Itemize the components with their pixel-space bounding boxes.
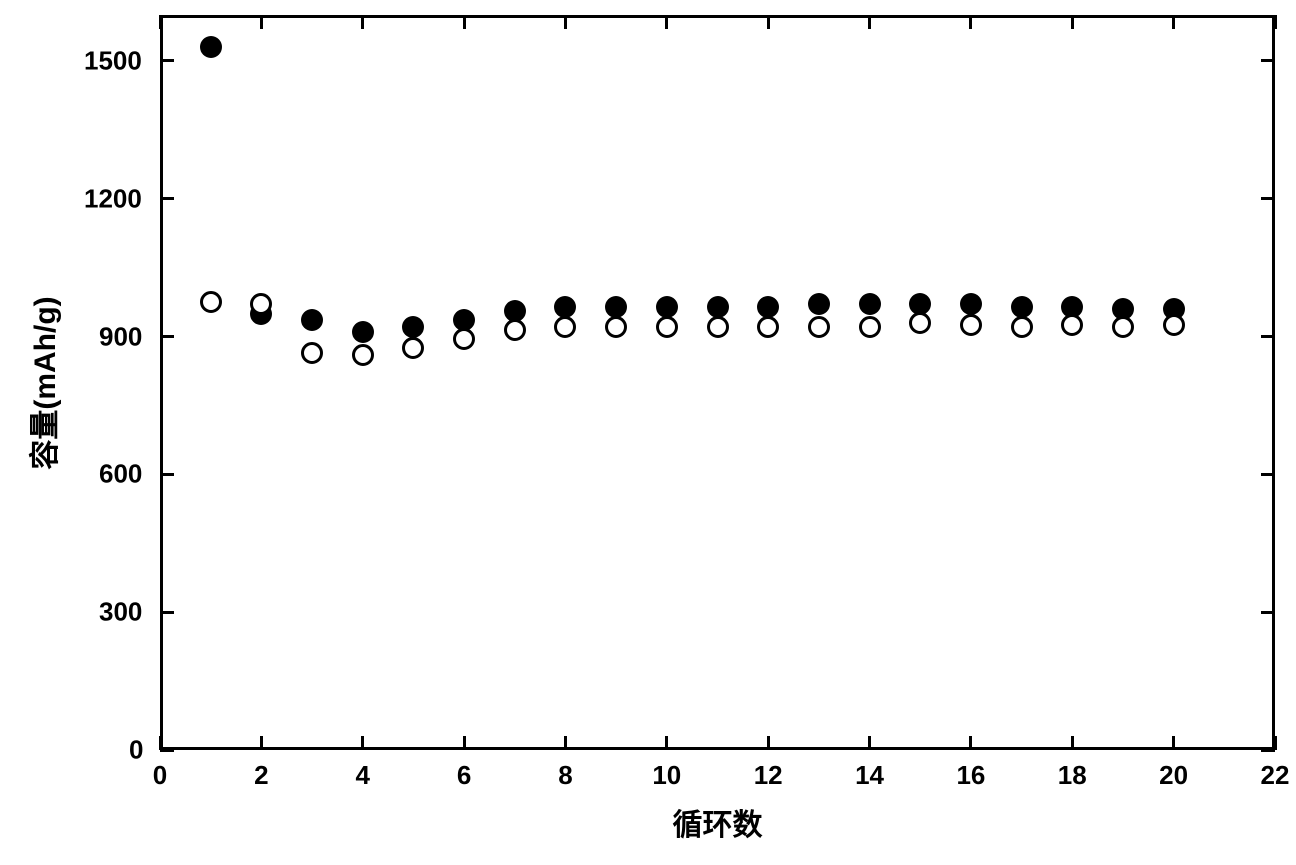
x-tick bbox=[969, 736, 972, 750]
data-point bbox=[1163, 314, 1185, 336]
x-tick bbox=[260, 15, 263, 29]
y-tick bbox=[160, 749, 174, 752]
capacity-cycle-chart: 0 2 4 6 8 10 12 14 16 18 20 22 0 300 600 900 1200 1500 循环… bbox=[0, 0, 1296, 865]
x-tick bbox=[463, 736, 466, 750]
data-point bbox=[859, 316, 881, 338]
y-tick bbox=[1261, 611, 1275, 614]
data-point bbox=[605, 296, 627, 318]
y-tick-label: 1500 bbox=[84, 45, 142, 76]
data-point bbox=[656, 316, 678, 338]
data-point bbox=[859, 293, 881, 315]
x-tick bbox=[969, 15, 972, 29]
y-tick bbox=[160, 59, 174, 62]
y-tick bbox=[1261, 59, 1275, 62]
x-tick-label: 0 bbox=[153, 760, 167, 791]
y-tick bbox=[1261, 335, 1275, 338]
x-tick-label: 4 bbox=[355, 760, 369, 791]
data-point bbox=[250, 293, 272, 315]
y-tick bbox=[160, 611, 174, 614]
data-point bbox=[1112, 316, 1134, 338]
x-tick bbox=[463, 15, 466, 29]
data-point bbox=[656, 296, 678, 318]
x-tick bbox=[1071, 736, 1074, 750]
data-point bbox=[352, 321, 374, 343]
x-tick-label: 12 bbox=[754, 760, 783, 791]
x-tick bbox=[564, 15, 567, 29]
data-point bbox=[554, 296, 576, 318]
x-tick bbox=[665, 15, 668, 29]
data-point bbox=[200, 291, 222, 313]
x-tick-label: 10 bbox=[652, 760, 681, 791]
data-point bbox=[402, 337, 424, 359]
x-tick bbox=[767, 736, 770, 750]
data-point bbox=[757, 316, 779, 338]
x-tick bbox=[564, 736, 567, 750]
x-tick bbox=[159, 15, 162, 29]
x-tick-label: 22 bbox=[1261, 760, 1290, 791]
data-point bbox=[1061, 314, 1083, 336]
x-tick bbox=[868, 15, 871, 29]
x-tick bbox=[1274, 15, 1277, 29]
y-tick-label: 300 bbox=[99, 597, 142, 628]
x-tick-label: 18 bbox=[1058, 760, 1087, 791]
x-tick-label: 20 bbox=[1159, 760, 1188, 791]
y-axis-label: 容量(mAh/g) bbox=[20, 296, 64, 469]
data-point bbox=[453, 328, 475, 350]
data-point bbox=[909, 312, 931, 334]
x-tick bbox=[260, 736, 263, 750]
x-tick bbox=[767, 15, 770, 29]
data-point bbox=[402, 316, 424, 338]
data-point bbox=[352, 344, 374, 366]
x-tick-label: 14 bbox=[855, 760, 884, 791]
data-point bbox=[960, 293, 982, 315]
x-tick-label: 2 bbox=[254, 760, 268, 791]
y-tick bbox=[1261, 473, 1275, 476]
data-point bbox=[808, 316, 830, 338]
x-tick bbox=[665, 736, 668, 750]
plot-area bbox=[160, 15, 1275, 750]
x-tick bbox=[361, 736, 364, 750]
y-tick-label: 0 bbox=[129, 735, 143, 766]
x-tick bbox=[868, 736, 871, 750]
x-tick bbox=[1172, 736, 1175, 750]
y-tick bbox=[1261, 197, 1275, 200]
data-point bbox=[504, 319, 526, 341]
y-tick bbox=[160, 473, 174, 476]
x-tick-label: 6 bbox=[457, 760, 471, 791]
data-point bbox=[960, 314, 982, 336]
x-tick bbox=[361, 15, 364, 29]
data-point bbox=[808, 293, 830, 315]
x-axis-label: 循环数 bbox=[673, 800, 763, 844]
data-point bbox=[605, 316, 627, 338]
data-point bbox=[1011, 296, 1033, 318]
y-tick-label: 1200 bbox=[84, 183, 142, 214]
data-point bbox=[301, 309, 323, 331]
data-point bbox=[707, 316, 729, 338]
x-tick-label: 16 bbox=[956, 760, 985, 791]
x-tick bbox=[1071, 15, 1074, 29]
x-tick-label: 8 bbox=[558, 760, 572, 791]
x-tick bbox=[1172, 15, 1175, 29]
y-tick bbox=[160, 197, 174, 200]
y-tick-label: 900 bbox=[99, 321, 142, 352]
y-tick-label: 600 bbox=[99, 459, 142, 490]
data-point bbox=[301, 342, 323, 364]
data-point bbox=[554, 316, 576, 338]
data-point bbox=[757, 296, 779, 318]
data-point bbox=[707, 296, 729, 318]
y-tick bbox=[160, 335, 174, 338]
data-point bbox=[1011, 316, 1033, 338]
y-tick bbox=[1261, 749, 1275, 752]
data-point bbox=[200, 36, 222, 58]
